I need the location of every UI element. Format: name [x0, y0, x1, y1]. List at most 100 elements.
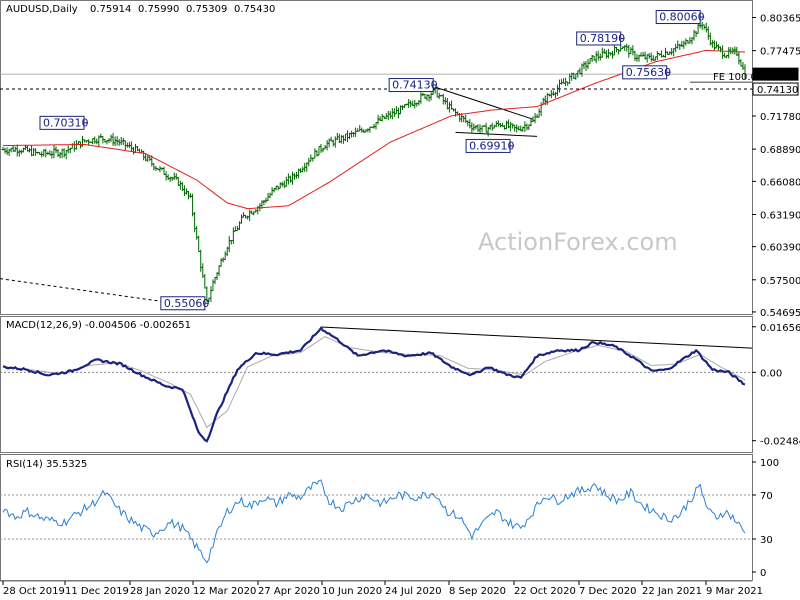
ohlc-close: 0.75430 [234, 4, 275, 15]
triangle-lower-line [455, 131, 538, 137]
ohlc-bar [352, 131, 356, 138]
ohlc-bar [129, 141, 133, 152]
price-ytick-label: 0.80365 [760, 14, 800, 25]
ohlc-bar [268, 192, 272, 198]
ohlc-bar [692, 29, 696, 41]
svg-text:0.69910: 0.69910 [469, 139, 514, 152]
ohlc-bar [131, 146, 135, 155]
price-bars [1, 21, 747, 303]
ohlc-bar [537, 108, 541, 118]
ohlc-bar [429, 92, 433, 101]
ohlc-bar [109, 134, 113, 142]
ohlc-bar [494, 121, 498, 128]
ohlc-bar [419, 92, 423, 104]
price-ytick-label: 0.77475 [760, 47, 800, 58]
ohlc-bar [5, 147, 9, 156]
ohlc-low: 0.75309 [186, 4, 227, 15]
ohlc-bar [172, 172, 176, 180]
price-annotation: 0.80060 [655, 10, 705, 25]
ohlc-bar [441, 93, 445, 105]
ohlc-bar [176, 176, 180, 186]
price-tags: 0.75430 0.74130 [752, 67, 799, 96]
ohlc-bar [551, 90, 555, 96]
ohlc-bar [380, 113, 384, 122]
ohlc-bar [606, 48, 610, 59]
ohlc-bar [443, 97, 447, 105]
x-tick-label: 28 Jan 2020 [130, 586, 190, 597]
price-annotations: 0.70310 0.55060 0.74130 0.69910 0.78190 0.756… [39, 10, 705, 311]
ohlc-bar [721, 45, 725, 60]
ohlc-bar [354, 127, 358, 137]
ohlc-bar [3, 147, 7, 154]
ohlc-bar [741, 62, 745, 70]
ohlc-bar [655, 50, 659, 61]
x-tick-label: 22 Oct 2020 [514, 586, 576, 597]
ohlc-bar [246, 215, 250, 220]
ohlc-bar [407, 99, 411, 108]
ohlc-bar [217, 265, 221, 276]
ohlc-bar [125, 142, 129, 148]
ohlc-bar [464, 114, 468, 124]
ohlc-bar [462, 116, 466, 123]
ohlc-bar [329, 136, 333, 142]
ohlc-open: 0.75914 [90, 4, 131, 15]
ohlc-bar [187, 191, 190, 200]
ohlc-bar [625, 43, 629, 52]
ohlc-bar [509, 121, 513, 132]
ohlc-bar [529, 119, 533, 127]
ohlc-bar [731, 47, 735, 55]
svg-text:0.55060: 0.55060 [164, 297, 210, 310]
ohlc-bar [617, 48, 621, 55]
ohlc-bar [182, 185, 186, 197]
rsi-ytick-label: 0 [760, 568, 766, 579]
ohlc-bar [203, 273, 207, 289]
ohlc-bar [704, 22, 708, 33]
ohlc-bar [258, 203, 262, 212]
price-annotation: 0.74130 [388, 78, 438, 93]
ohlc-bar [653, 56, 657, 61]
price-ytick-label: 0.60390 [760, 243, 800, 254]
ohlc-bar [290, 171, 294, 185]
price-annotation: 0.69910 [465, 138, 515, 153]
x-tick-label: 11 Dec 2019 [65, 586, 129, 597]
ohlc-bar [533, 112, 537, 124]
ohlc-bar [284, 176, 288, 187]
support-price-tag: 0.74130 [752, 82, 799, 96]
ohlc-bar [178, 180, 182, 190]
rsi-panel-title: RSI(14) 35.5325 [6, 459, 87, 470]
ohlc-bar [466, 120, 470, 127]
ohlc-bar [197, 235, 201, 252]
ohlc-bar [62, 148, 66, 158]
svg-text:0.75630: 0.75630 [626, 66, 672, 79]
ohlc-bar [743, 64, 747, 79]
ohlc-bar [242, 212, 246, 218]
ohlc-bar [449, 100, 453, 110]
ohlc-bar [95, 138, 99, 145]
ohlc-bar [58, 151, 62, 159]
ohlc-bar [729, 47, 733, 55]
x-tick-label: 8 Sep 2020 [449, 586, 506, 597]
ohlc-bar [664, 47, 667, 58]
price-annotation: 0.55060 [160, 296, 210, 311]
ohlc-bar [366, 128, 370, 133]
ohlc-bar [468, 119, 472, 129]
price-ytick-label: 0.71780 [760, 112, 800, 123]
ohlc-bar [227, 236, 231, 253]
ohlc-bar [484, 122, 488, 133]
svg-text:0.75430: 0.75430 [757, 70, 798, 81]
ohlc-bar [714, 41, 718, 49]
ohlc-bar [21, 147, 25, 153]
ohlc-bar [72, 141, 76, 152]
price-annotation: 0.70310 [39, 115, 89, 130]
price-annotation: 0.75630 [622, 65, 672, 80]
ohlc-bar [386, 110, 390, 121]
ohlc-bar [333, 136, 337, 148]
ohlc-bar [362, 129, 366, 134]
ohlc-bar [560, 79, 564, 85]
ohlc-bar [396, 107, 400, 119]
ohlc-bar [325, 140, 329, 151]
ohlc-bar [288, 175, 292, 183]
ohlc-bar [390, 108, 394, 120]
svg-text:0.80060: 0.80060 [659, 11, 705, 24]
ohlc-bar [193, 212, 197, 233]
